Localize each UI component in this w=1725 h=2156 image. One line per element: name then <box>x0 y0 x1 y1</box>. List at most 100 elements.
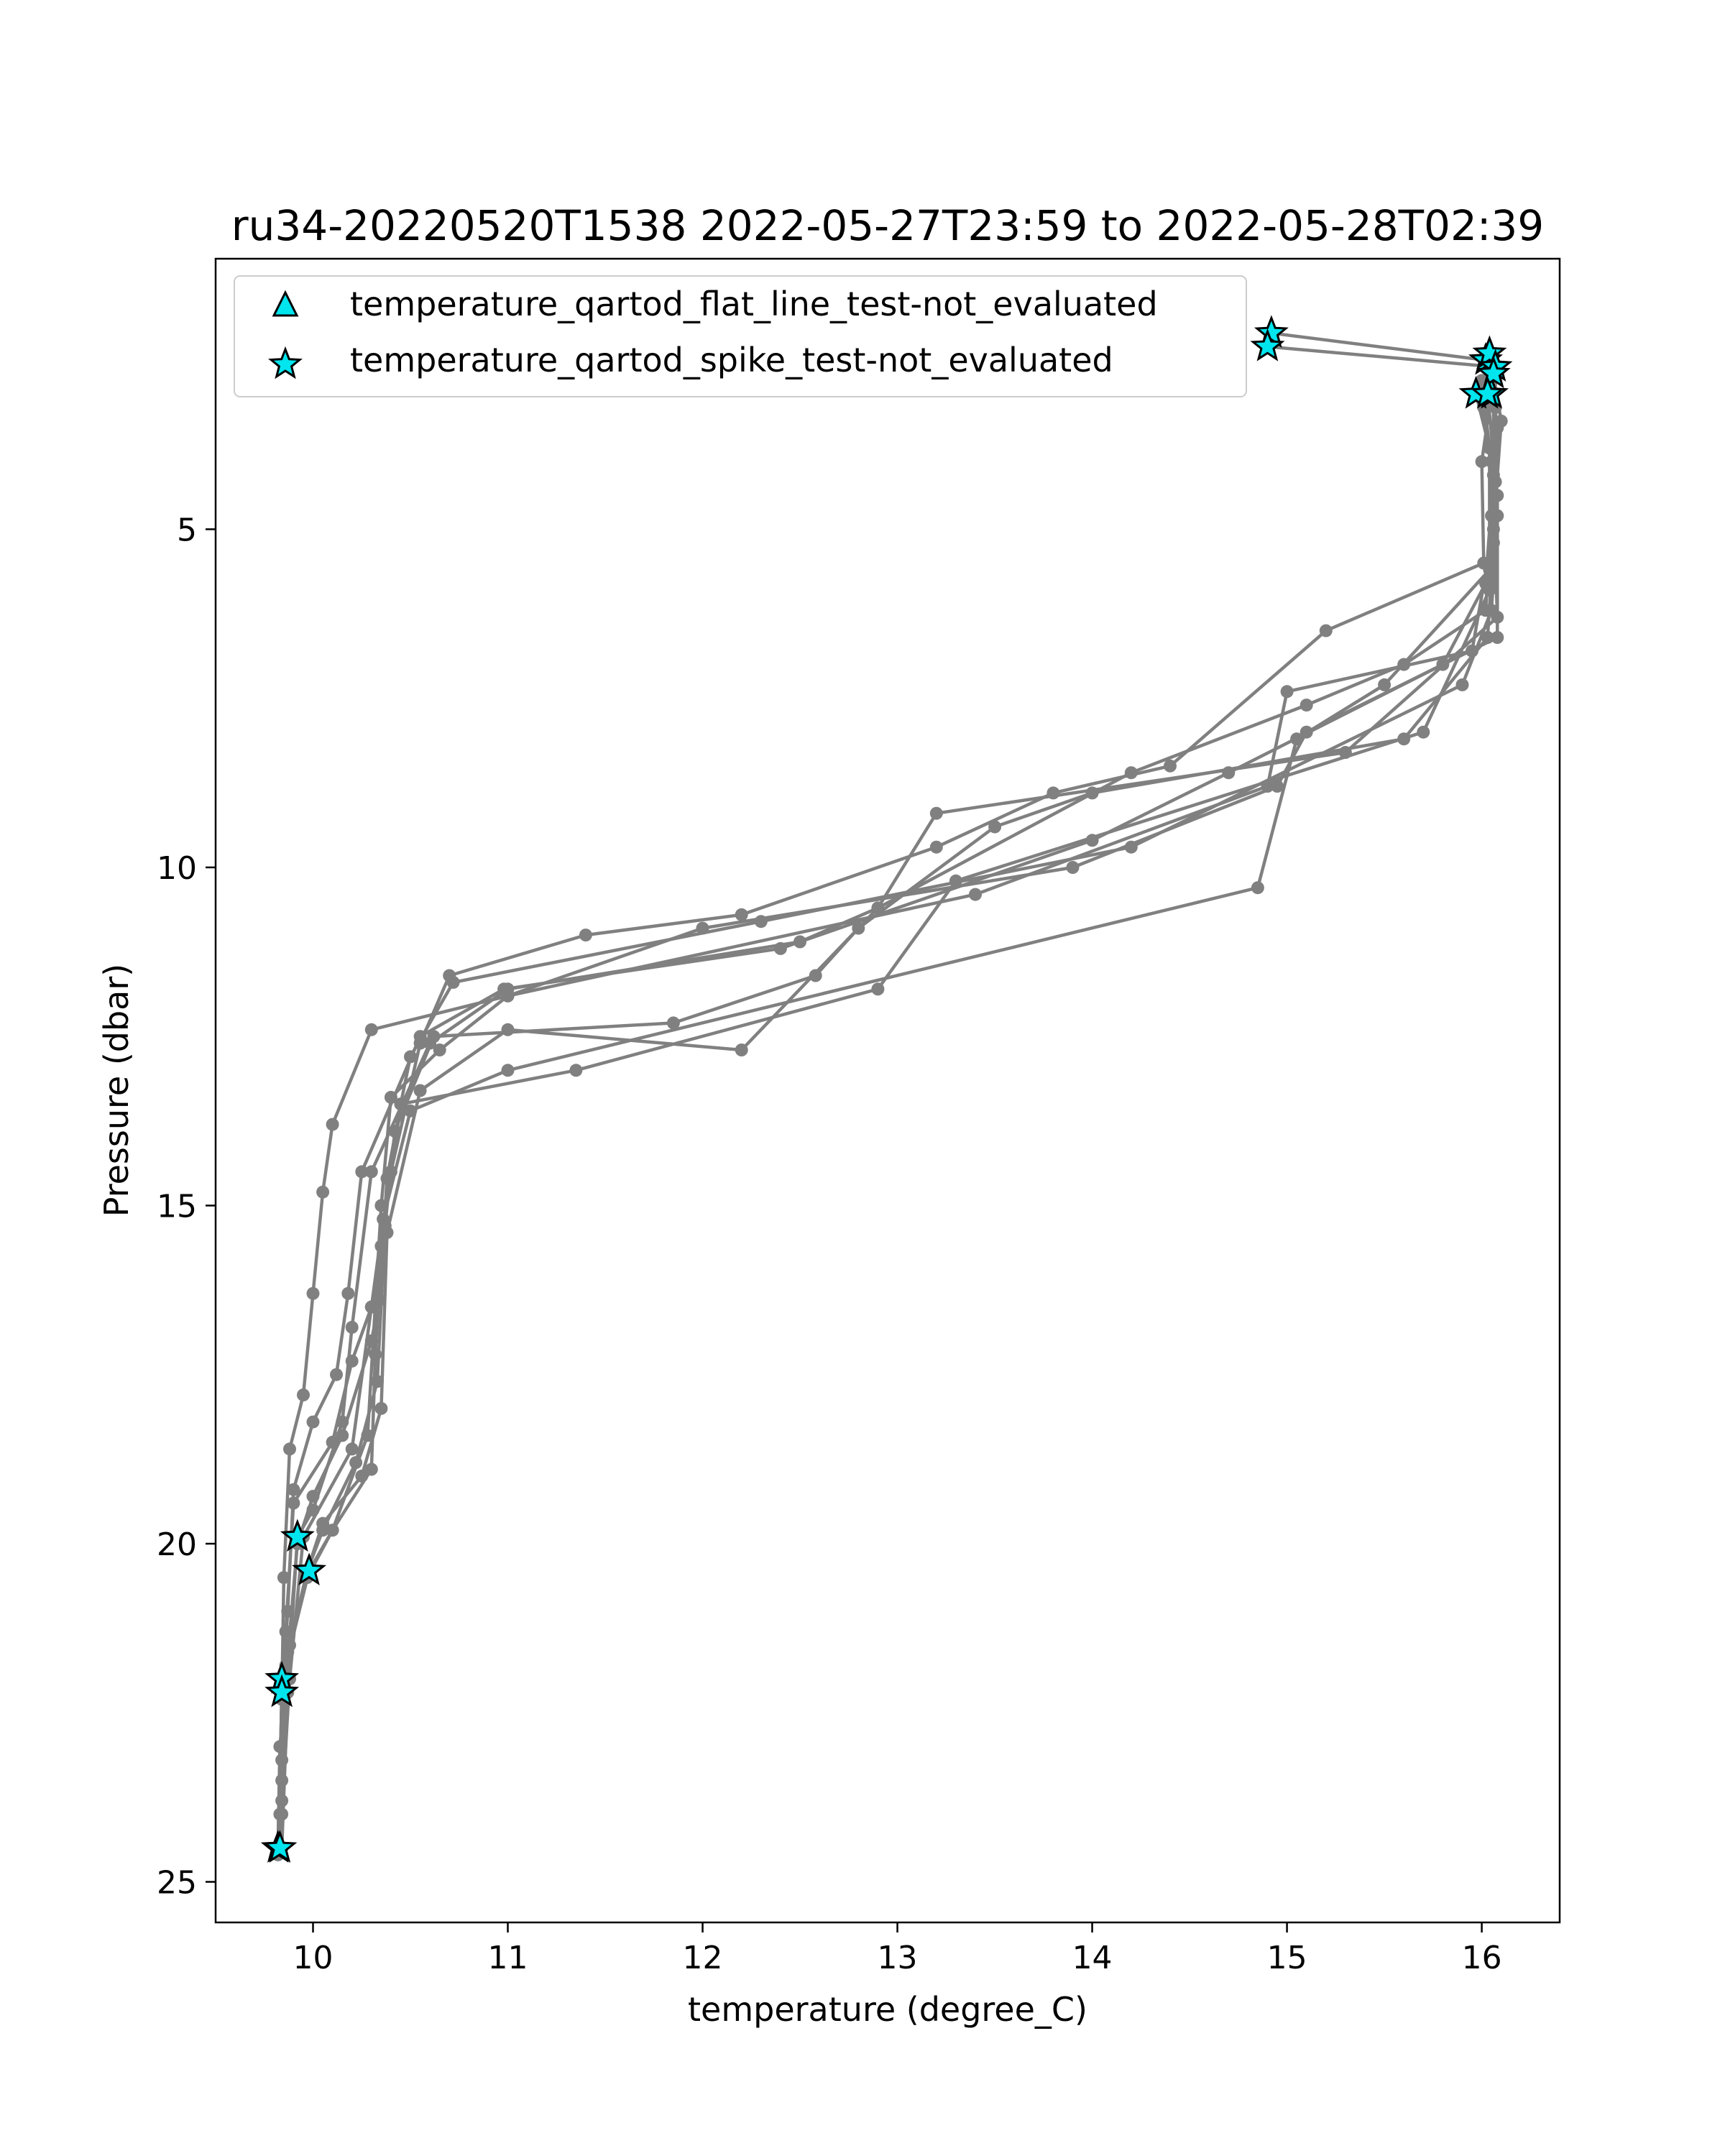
profile-3-point-10 <box>374 1401 388 1415</box>
profile-0-point-5 <box>1319 624 1333 637</box>
profile-9-point-14 <box>275 1754 289 1767</box>
profile-6-point-12 <box>306 1415 320 1429</box>
profile-8-point-12 <box>336 1429 349 1442</box>
profile-9-point-6 <box>569 1064 583 1077</box>
profile-0-point-10 <box>579 929 592 942</box>
profile-1-point-13 <box>345 1320 359 1334</box>
spike-flag-star-1 <box>1250 328 1285 361</box>
profile-5-point-5 <box>1066 861 1080 874</box>
profile-9-point-1 <box>1489 475 1502 489</box>
profile-3-point-12 <box>316 1516 330 1530</box>
spike-flag-star-9 <box>280 1519 315 1552</box>
profile-2-point-10 <box>427 1030 441 1044</box>
profile-4-point-6 <box>969 888 982 901</box>
profile-5-point-13 <box>283 1442 296 1456</box>
x-tick-label-10: 10 <box>293 1940 334 1976</box>
y-tick-label-25: 25 <box>157 1865 197 1902</box>
profile-4-point-8 <box>433 1044 446 1056</box>
spike-flag-star-12 <box>264 1674 300 1708</box>
profile-5-point-10 <box>316 1185 330 1199</box>
profile-3-point-5 <box>871 901 885 915</box>
y-axis-label: Pressure (dbar) <box>97 964 136 1217</box>
x-tick-label-14: 14 <box>1072 1940 1113 1976</box>
y-axis-ticks: 5 10 15 20 25 <box>157 512 216 1902</box>
spike-flag-star-3 <box>1472 335 1507 369</box>
profile-8-point-7 <box>404 1050 417 1064</box>
profile-line-0 <box>276 331 1494 1848</box>
legend-label-spike: temperature_qartod_spike_test-not_evalua… <box>350 341 1113 379</box>
profile-6-point-7 <box>497 982 511 996</box>
profile-7-point-10 <box>345 1354 359 1368</box>
profile-1-point-7 <box>1124 766 1138 780</box>
x-tick-label-15: 15 <box>1267 1940 1307 1976</box>
profile-5-point-9 <box>326 1118 339 1131</box>
profile-line-9 <box>276 407 1497 1848</box>
profile-2-point-6 <box>988 820 1002 834</box>
profile-9-point-3 <box>1417 725 1430 739</box>
profile-5-point-12 <box>297 1388 310 1401</box>
profile-8-point-6 <box>446 975 460 989</box>
x-axis-ticks: 10 11 12 13 14 15 16 <box>293 1922 1502 1976</box>
profile-4-point-4 <box>1280 685 1294 699</box>
triangle-marker-icon <box>272 290 299 317</box>
profile-6-point-13 <box>287 1483 300 1496</box>
profile-9-point-9 <box>369 1348 382 1361</box>
x-tick-label-16: 16 <box>1462 1940 1502 1976</box>
chart-title: ru34-20220520T1538 2022-05-27T23:59 to 2… <box>231 201 1544 250</box>
y-tick-label-5: 5 <box>177 512 197 548</box>
legend-label-flat-line: temperature_qartod_flat_line_test-not_ev… <box>350 285 1158 323</box>
star-marker-icon <box>268 346 303 379</box>
profile-9-point-5 <box>871 982 885 996</box>
legend: temperature_qartod_flat_line_test-not_ev… <box>234 275 1247 397</box>
profile-9-point-8 <box>374 1239 388 1253</box>
profile-6-point-6 <box>773 941 787 955</box>
profile-6-point-3 <box>1436 658 1450 671</box>
spike-flag-star-8 <box>1470 376 1505 409</box>
profile-2-point-8 <box>809 969 822 982</box>
x-tick-label-11: 11 <box>488 1940 528 1976</box>
profile-9-point-11 <box>326 1524 339 1537</box>
profile-5-point-14 <box>277 1571 290 1585</box>
profile-8-point-2 <box>1485 604 1499 617</box>
y-tick-label-20: 20 <box>157 1526 197 1563</box>
profile-5-point-4 <box>1271 780 1284 793</box>
profile-9-point-2 <box>1483 584 1496 597</box>
profile-5-point-11 <box>306 1286 320 1300</box>
profile-9-point-13 <box>281 1645 295 1659</box>
spike-flag-star-14 <box>262 1830 298 1863</box>
profile-3-point-7 <box>501 1023 515 1036</box>
profile-6-point-4 <box>1222 766 1236 780</box>
profile-7-point-3 <box>1378 678 1392 691</box>
profile-9-point-7 <box>394 1097 408 1111</box>
legend-frame <box>234 275 1247 397</box>
profile-7-point-7 <box>404 1104 417 1118</box>
profile-9-point-4 <box>949 874 962 888</box>
profile-1-point-6 <box>1300 699 1313 712</box>
x-tick-label-12: 12 <box>683 1940 723 1976</box>
profile-5-point-2 <box>1491 631 1504 644</box>
profile-1-point-12 <box>364 1165 378 1179</box>
profile-8-point-3 <box>1455 678 1469 691</box>
profile-4-point-1 <box>1494 414 1508 428</box>
profile-8-point-5 <box>754 915 768 929</box>
profile-5-point-8 <box>364 1023 378 1036</box>
profile-9-point-10 <box>364 1462 378 1476</box>
profile-4-point-11 <box>361 1429 374 1442</box>
flag-markers-layer <box>260 315 1513 1863</box>
profile-3-point-8 <box>413 1084 427 1097</box>
profile-7-point-5 <box>1251 881 1264 895</box>
plot-frame <box>214 257 1561 1924</box>
profile-0-point-6 <box>1164 759 1177 773</box>
y-tick-label-10: 10 <box>157 850 197 887</box>
spike-flag-star-7 <box>1476 355 1511 389</box>
profile-7-point-12 <box>287 1496 300 1510</box>
profile-7-point-6 <box>501 1064 515 1077</box>
profile-3-point-4 <box>929 806 943 820</box>
profile-2-point-9 <box>666 1016 680 1030</box>
spike-flag-star-10 <box>292 1552 327 1585</box>
y-tick-label-15: 15 <box>157 1188 197 1225</box>
profile-8-point-4 <box>1124 840 1138 854</box>
profile-7-point-4 <box>1290 732 1304 746</box>
profile-0-point-9 <box>735 908 748 921</box>
